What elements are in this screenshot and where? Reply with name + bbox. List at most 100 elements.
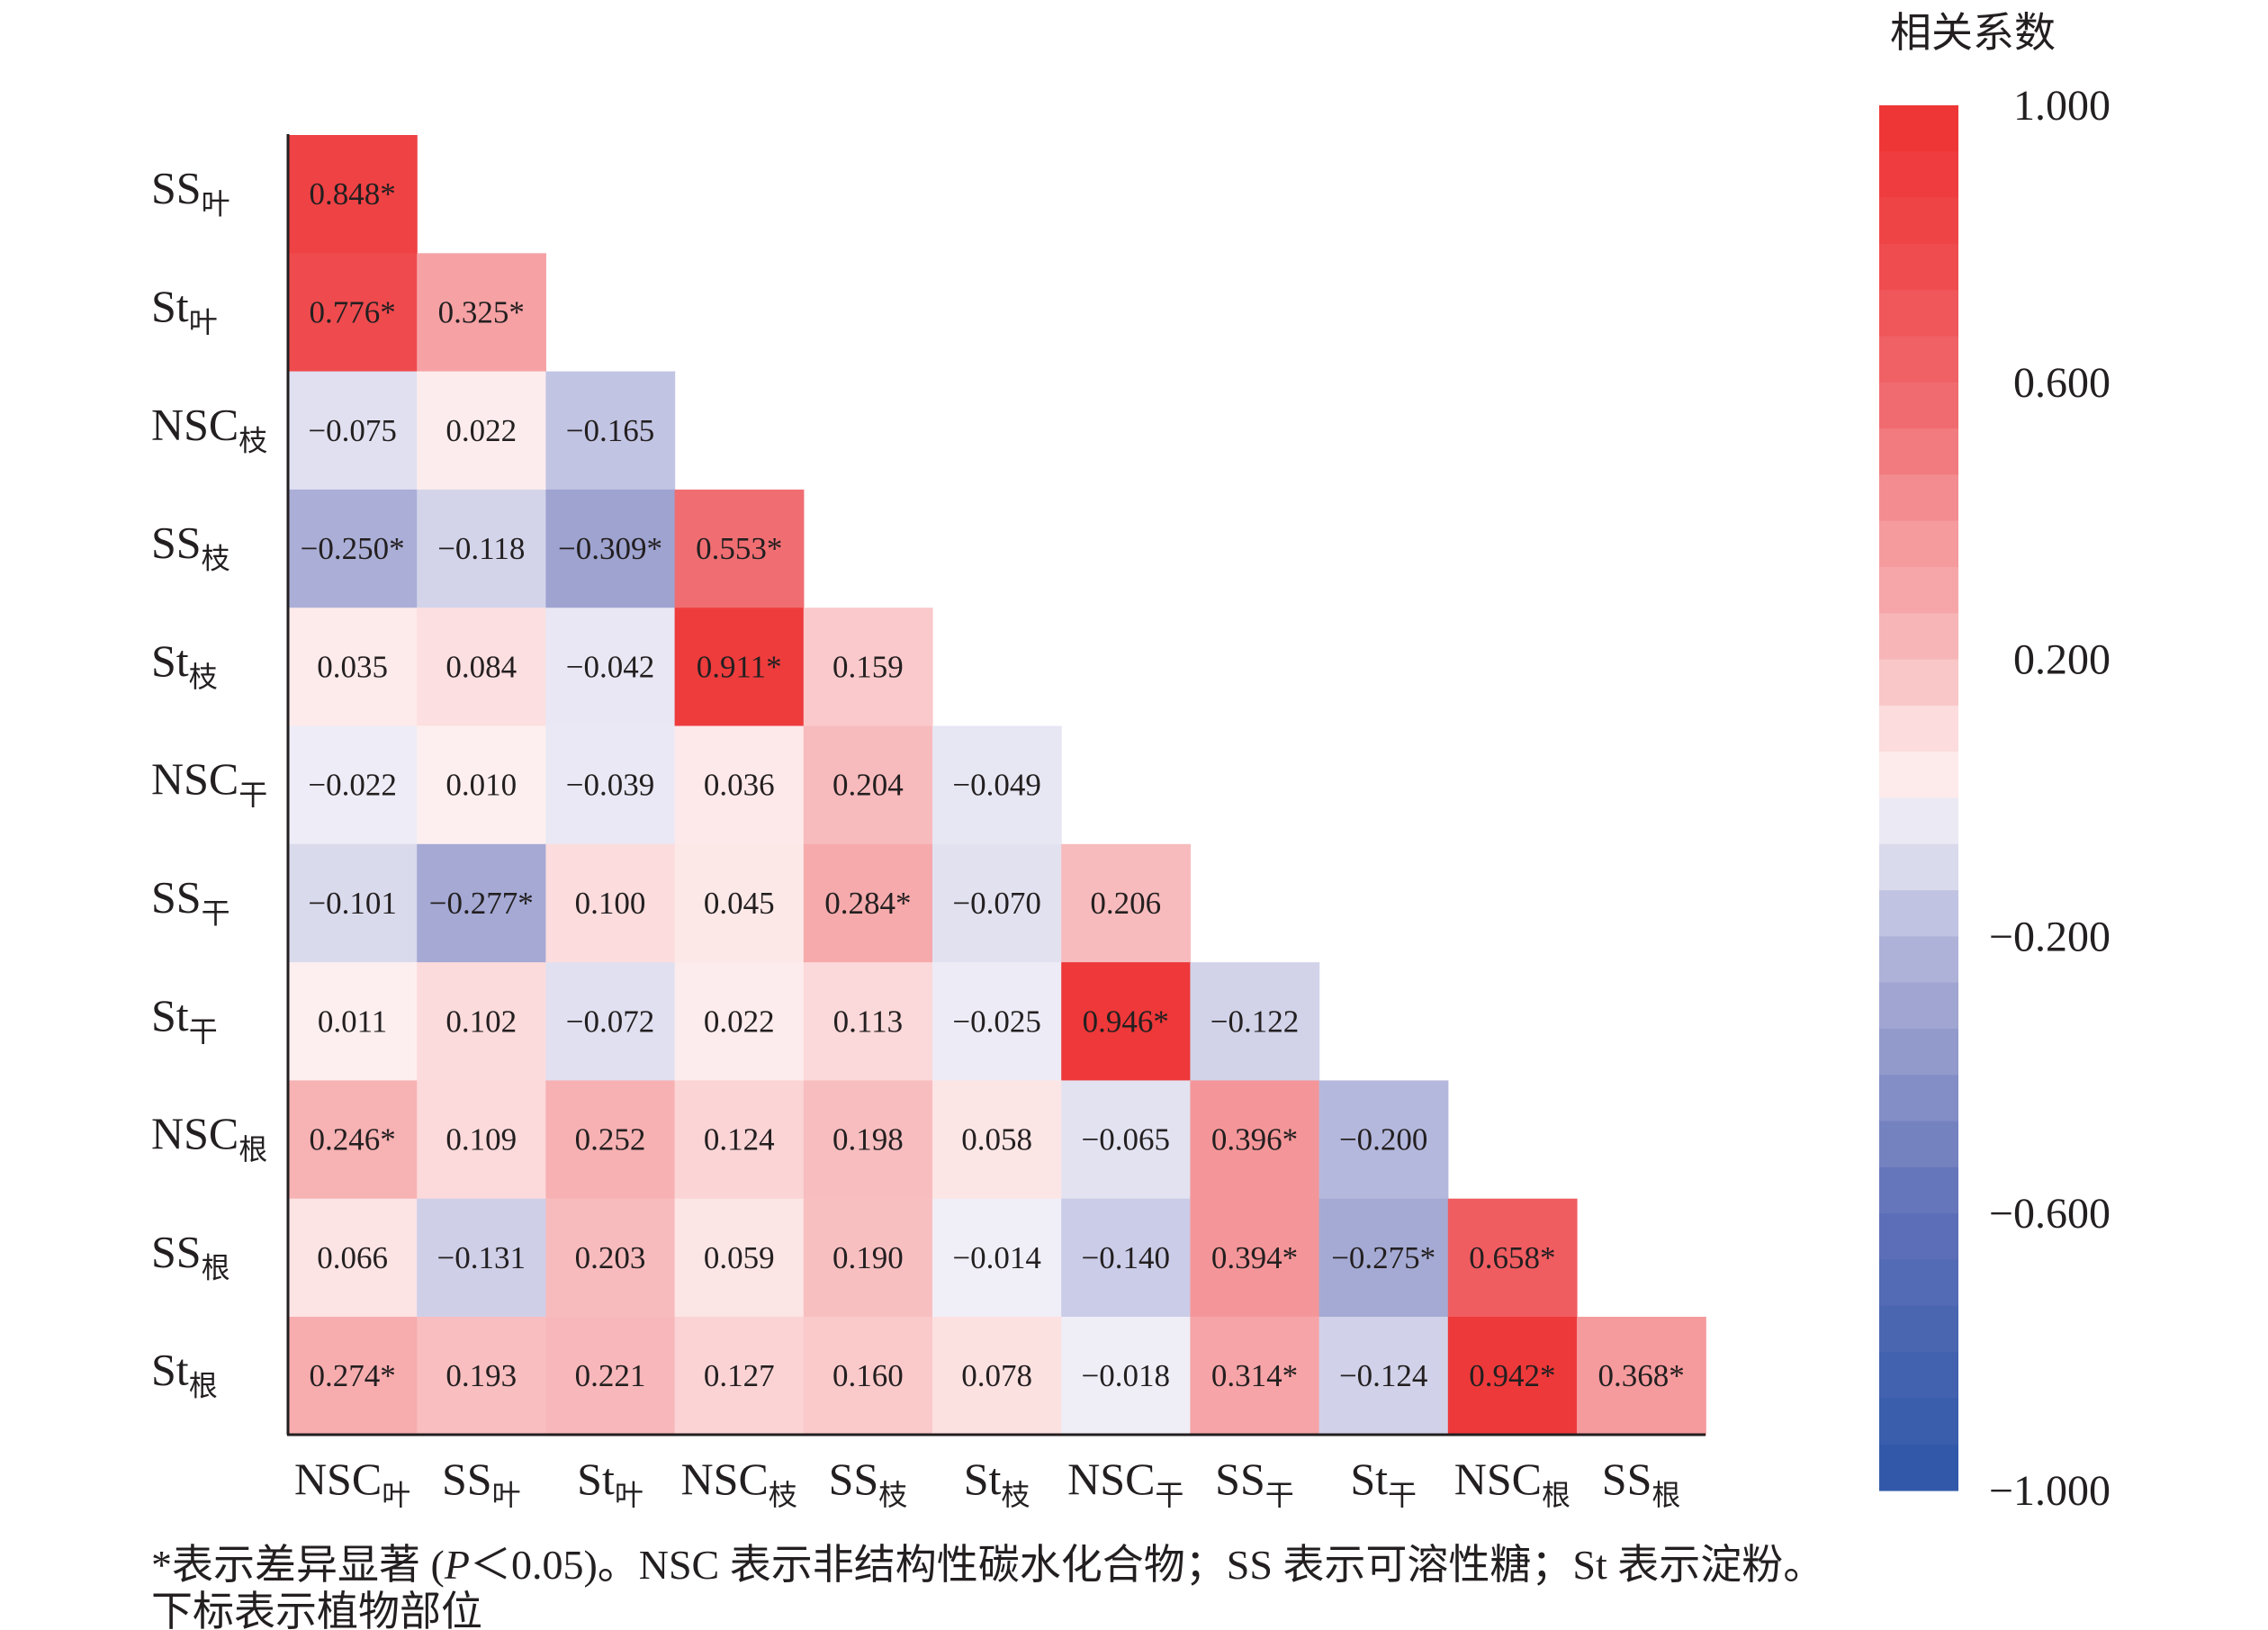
colorbar-segment xyxy=(1879,290,1958,338)
heatmap-cell xyxy=(545,1198,676,1318)
heatmap-cell xyxy=(417,1080,546,1200)
row-label: SS根 xyxy=(151,1226,230,1283)
colorbar-segment xyxy=(1879,1352,1958,1399)
heatmap-cell xyxy=(417,371,546,491)
heatmap-cell xyxy=(1318,1198,1449,1318)
heatmap-cell xyxy=(545,843,676,963)
colorbar-tick-label: −1.000 xyxy=(1989,1467,2110,1515)
heatmap-cell xyxy=(288,489,418,608)
cell-value-label: 0.022 xyxy=(704,1004,775,1039)
cell-value-label: −0.200 xyxy=(1339,1122,1428,1157)
colorbar-segment xyxy=(1879,1213,1958,1261)
colorbar-segment xyxy=(1879,1398,1958,1445)
column-label: SS根 xyxy=(1602,1454,1681,1511)
cell-value-label: 0.160 xyxy=(832,1358,904,1393)
cell-value-label: 0.036 xyxy=(704,768,775,803)
heatmap-cell xyxy=(545,725,676,845)
cell-value-label: −0.250* xyxy=(301,531,405,566)
cell-value-label: 0.058 xyxy=(961,1122,1032,1157)
cell-value-label: −0.042 xyxy=(566,649,655,684)
cell-value-label: 0.246* xyxy=(309,1122,395,1157)
cell-value-label: 0.221 xyxy=(575,1358,646,1393)
colorbar-segment xyxy=(1879,890,1958,937)
cell-value-label: 0.325* xyxy=(438,294,525,329)
cell-value-label: 0.078 xyxy=(961,1358,1032,1393)
heatmap-cell xyxy=(1061,962,1191,1081)
cell-value-label: 0.658* xyxy=(1469,1240,1555,1275)
heatmap-cell xyxy=(288,253,418,373)
heatmap-cell xyxy=(1318,1317,1449,1436)
cell-value-label: 0.396* xyxy=(1211,1122,1298,1157)
heatmap-cell xyxy=(1061,1317,1191,1436)
heatmap-cell xyxy=(1061,843,1191,963)
heatmap-cell xyxy=(932,1198,1062,1318)
footnote-line-2: 下标表示植物部位 xyxy=(151,1589,482,1630)
column-label: St枝 xyxy=(964,1454,1030,1511)
row-label: St叶 xyxy=(151,281,218,338)
row-labels: SS叶 St叶 NSC枝 SS枝 St枝 NSC干 SS干 St干 NSC根 SS根 St根 xyxy=(151,163,267,1402)
cell-value-label: −0.122 xyxy=(1210,1004,1300,1039)
cell-value-label: 0.159 xyxy=(832,649,904,684)
cell-value-label: 0.206 xyxy=(1090,886,1161,921)
heatmap-cell xyxy=(417,1198,546,1318)
heatmap-cell xyxy=(288,1317,418,1436)
column-label: St叶 xyxy=(577,1454,644,1511)
heatmap-cell xyxy=(932,1317,1062,1436)
colorbar-segment xyxy=(1879,705,1958,752)
colorbar xyxy=(1879,105,1958,1491)
cell-value-label: −0.070 xyxy=(952,886,1041,921)
cell-value-label: −0.075 xyxy=(308,413,397,448)
heatmap-cell xyxy=(674,608,805,727)
heatmap-cell xyxy=(674,962,805,1081)
cell-value-label: 0.284* xyxy=(824,886,911,921)
cell-value-label: 0.946* xyxy=(1083,1004,1169,1039)
cell-value-label: −0.140 xyxy=(1082,1240,1171,1275)
heatmap-cell xyxy=(1447,1198,1578,1318)
cell-value-label: 0.045 xyxy=(704,886,775,921)
cell-value-label: 0.010 xyxy=(446,768,517,803)
heatmap-cell xyxy=(545,1317,676,1436)
colorbar-segment xyxy=(1879,936,1958,984)
heatmap-cell xyxy=(288,371,418,491)
colorbar-segment xyxy=(1879,1029,1958,1076)
heatmap-cell xyxy=(288,608,418,727)
heatmap-cell xyxy=(803,1317,933,1436)
heatmap-cell xyxy=(545,1080,676,1200)
colorbar-segment xyxy=(1879,567,1958,614)
colorbar-segment xyxy=(1879,1305,1958,1353)
column-labels: NSC叶 SS叶 St叶 NSC枝 SS枝 St枝 NSC干 SS干 St干 NSC根 SS根 xyxy=(294,1454,1680,1511)
column-label: SS枝 xyxy=(829,1454,908,1511)
colorbar-title: 相关系数 xyxy=(1890,10,2056,56)
colorbar-segment xyxy=(1879,474,1958,522)
cell-value-label: −0.275* xyxy=(1331,1240,1436,1275)
cell-value-label: −0.118 xyxy=(437,531,525,566)
colorbar-segment xyxy=(1879,1259,1958,1307)
cell-value-label: 0.204 xyxy=(832,768,904,803)
colorbar-tick-label: 0.200 xyxy=(2013,636,2110,684)
colorbar-segment xyxy=(1879,197,1958,245)
heatmap-cells: 0.848* 0.776* 0.325* −0.075 0.022 −0.165 −0.25… xyxy=(288,135,1706,1436)
colorbar-segment xyxy=(1879,613,1958,661)
heatmap-cell xyxy=(1577,1317,1706,1436)
cell-value-label: 0.911* xyxy=(697,649,782,684)
heatmap-cell xyxy=(932,843,1062,963)
column-label: SS干 xyxy=(1215,1454,1294,1511)
cell-value-label: 0.100 xyxy=(575,886,646,921)
heatmap-cell xyxy=(417,725,546,845)
colorbar-segment xyxy=(1879,428,1958,475)
colorbar-segment xyxy=(1879,243,1958,291)
cell-value-label: −0.039 xyxy=(566,768,655,803)
heatmap-cell xyxy=(288,135,418,254)
heatmap-cell xyxy=(803,1198,933,1318)
heatmap-cell xyxy=(417,1317,546,1436)
colorbar-tick-label: 1.000 xyxy=(2013,82,2110,130)
row-label: SS干 xyxy=(151,871,230,929)
cell-value-label: 0.368* xyxy=(1598,1358,1684,1393)
row-label: SS叶 xyxy=(151,163,230,221)
cell-value-label: 0.059 xyxy=(704,1240,775,1275)
colorbar-segment xyxy=(1879,1444,1958,1491)
heatmap-cell xyxy=(1061,1080,1191,1200)
cell-value-label: 0.848* xyxy=(309,176,395,212)
colorbar-segment xyxy=(1879,382,1958,429)
